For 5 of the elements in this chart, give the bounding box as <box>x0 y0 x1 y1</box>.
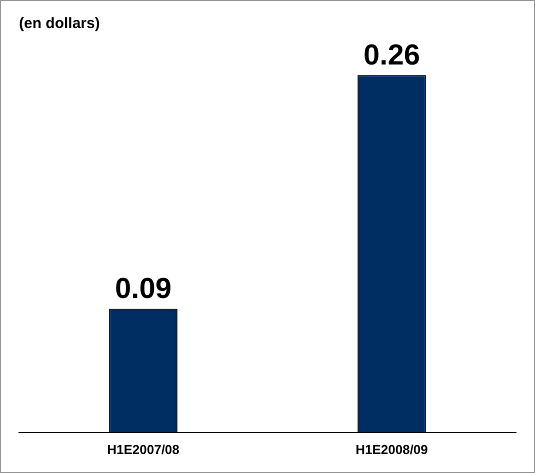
x-tick-label: H1E2007/08 <box>107 442 180 457</box>
chart-title: (en dollars) <box>19 15 100 32</box>
data-label: 0.09 <box>115 273 172 306</box>
x-tick-label: H1E2008/09 <box>356 442 428 457</box>
data-label: 0.26 <box>364 40 420 72</box>
